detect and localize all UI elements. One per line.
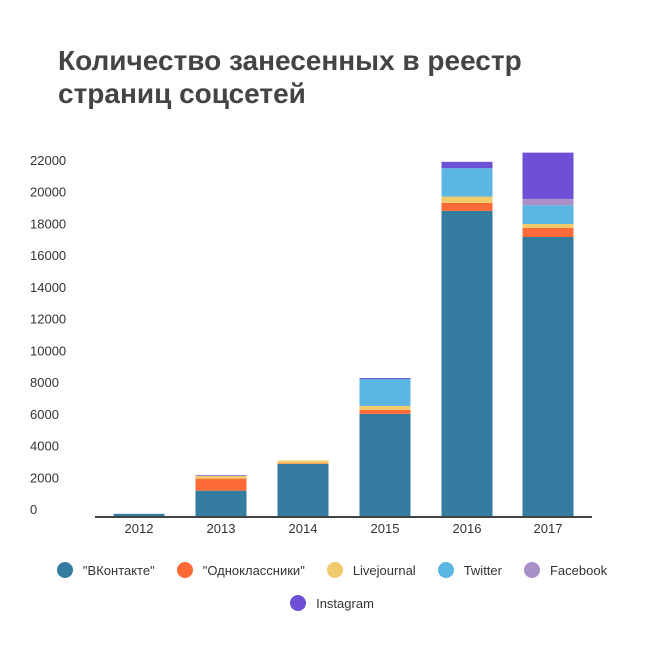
x-tick-label: 2012 — [125, 521, 154, 536]
x-tick-label: 2013 — [207, 521, 236, 536]
bar-segment-2016-1 — [441, 202, 493, 211]
legend-marker-icon — [176, 562, 193, 578]
bar-segment-2014-2 — [277, 460, 329, 464]
x-tick-label: 2017 — [534, 521, 563, 536]
legend-marker-icon — [523, 562, 540, 578]
y-tick-label: 16000 — [30, 248, 66, 263]
y-tick-label: 2000 — [30, 470, 59, 485]
y-tick-label: 18000 — [30, 216, 66, 231]
legend-marker-icon — [56, 562, 73, 578]
chart-title: Количество занесенных в реестр страниц с… — [58, 45, 522, 109]
bar-segment-2015-0 — [359, 413, 411, 517]
legend-row-2: Instagram — [0, 595, 664, 611]
y-tick-label: 8000 — [30, 375, 59, 390]
bar-segment-2016-0 — [441, 210, 493, 517]
bar-segment-2015-3 — [359, 378, 411, 406]
legend-label: "Одноклассники" — [202, 562, 305, 578]
bar-segment-2017-3 — [522, 205, 574, 224]
legend-item[interactable]: Livejournal — [326, 562, 416, 578]
y-tick-label: 0 — [30, 502, 37, 517]
y-tick-label: 4000 — [30, 439, 59, 454]
bar-segment-2013-0 — [195, 490, 247, 517]
bar-segment-2013-1 — [195, 478, 247, 491]
legend-marker-icon — [290, 595, 307, 611]
legend-row-1: "ВКонтакте" "Одноклассники" Livejournal Twi… — [0, 562, 664, 578]
legend-label: Facebook — [549, 562, 608, 578]
y-tick-label: 14000 — [30, 280, 66, 295]
legend-item[interactable]: "Одноклассники" — [176, 562, 305, 578]
legend-item[interactable]: Twitter — [437, 562, 502, 578]
bar-segment-2017-4 — [522, 198, 574, 206]
legend-label: Twitter — [463, 562, 502, 578]
x-tick-label: 2014 — [289, 521, 318, 536]
legend-label: Instagram — [316, 595, 374, 611]
legend-label: "ВКонтакте" — [82, 562, 155, 578]
bar-segment-2015-5 — [359, 378, 411, 379]
bar-segment-2017-5 — [522, 152, 574, 199]
bar-segment-2014-0 — [277, 464, 329, 517]
y-tick-label: 12000 — [30, 312, 66, 327]
legend-label: Livejournal — [352, 562, 416, 578]
bar-segment-2015-1 — [359, 409, 411, 414]
bar-segment-2017-0 — [522, 237, 574, 517]
legend-item[interactable]: "ВКонтакте" — [56, 562, 155, 578]
bar-segment-2015-2 — [359, 405, 411, 410]
legend-item[interactable]: Instagram — [290, 595, 374, 611]
bar-segment-2017-2 — [522, 223, 574, 228]
bar-segment-2016-3 — [441, 168, 493, 197]
y-tick-label: 22000 — [30, 153, 66, 168]
bar-segment-2016-2 — [441, 196, 493, 203]
stacked-bar-chart: 0 2000 4000 6000 8000 10000 12000 14000 16000 180… — [30, 152, 592, 536]
bar-segment-2016-5 — [441, 161, 493, 169]
y-tick-label: 10000 — [30, 343, 66, 358]
x-tick-label: 2015 — [371, 521, 400, 536]
y-tick-label: 6000 — [30, 407, 59, 422]
legend-marker-icon — [326, 562, 343, 578]
x-tick-label: 2016 — [453, 521, 482, 536]
bar-segment-2013-2 — [195, 475, 247, 479]
bar-segment-2017-1 — [522, 227, 574, 238]
bar-segment-2012-0 — [113, 513, 165, 517]
y-tick-label: 20000 — [30, 185, 66, 200]
legend-item[interactable]: Facebook — [523, 562, 608, 578]
legend-marker-icon — [437, 562, 454, 578]
